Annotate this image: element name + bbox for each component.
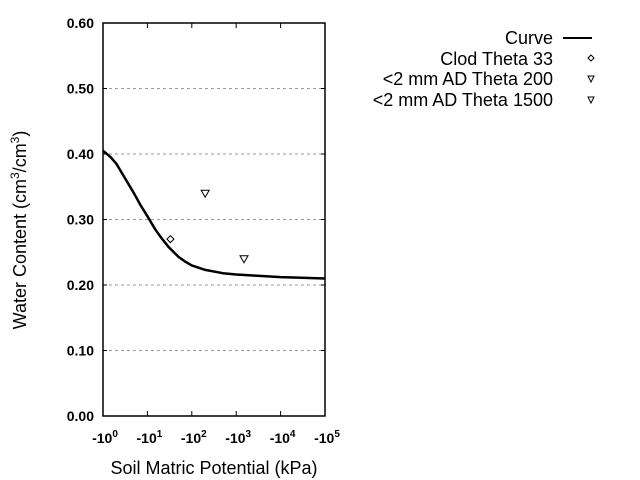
- curve-series: [102, 149, 326, 280]
- triangle-marker-icon: [239, 255, 249, 264]
- legend-label-curve: Curve: [505, 28, 553, 48]
- y-tick-label: 0.00: [67, 408, 94, 424]
- data-markers: [166, 189, 249, 264]
- x-tick-label: -105: [314, 429, 340, 446]
- legend: Curve Clod Theta 33 <2 mm AD Theta 200 <…: [373, 28, 595, 110]
- y-tick-label: 0.40: [67, 146, 94, 162]
- x-axis-ticks: -100 -101 -102 -103 -104 -105: [92, 23, 340, 446]
- legend-label-clod: Clod Theta 33: [440, 49, 553, 69]
- legend-label-ad1500: <2 mm AD Theta 1500: [373, 90, 553, 110]
- x-tick-label: -104: [270, 429, 296, 446]
- grid-lines: [103, 88, 325, 351]
- y-tick-label: 0.60: [67, 15, 94, 31]
- diamond-marker-icon: [166, 234, 175, 244]
- x-tick-label: -102: [181, 429, 207, 446]
- y-tick-label: 0.50: [67, 81, 94, 97]
- curve-line: [102, 149, 326, 280]
- y-tick-label: 0.10: [67, 343, 94, 359]
- x-axis-title: Soil Matric Potential (kPa): [110, 458, 317, 478]
- legend-label-ad200: <2 mm AD Theta 200: [383, 69, 553, 89]
- x-tick-label: -101: [137, 429, 163, 446]
- legend-triangle-icon: [587, 96, 595, 105]
- y-axis-ticks: 0.00 0.10 0.20 0.30 0.40 0.50 0.60: [67, 15, 325, 424]
- legend-triangle-icon: [587, 75, 595, 84]
- x-tick-label: -103: [225, 429, 251, 446]
- triangle-marker-icon: [200, 189, 211, 199]
- y-tick-label: 0.30: [67, 212, 94, 228]
- y-axis-title: Water Content (cm3/cm3): [8, 131, 30, 330]
- x-tick-label: -100: [92, 429, 118, 446]
- y-tick-label: 0.20: [67, 277, 94, 293]
- legend-diamond-icon: [587, 54, 595, 62]
